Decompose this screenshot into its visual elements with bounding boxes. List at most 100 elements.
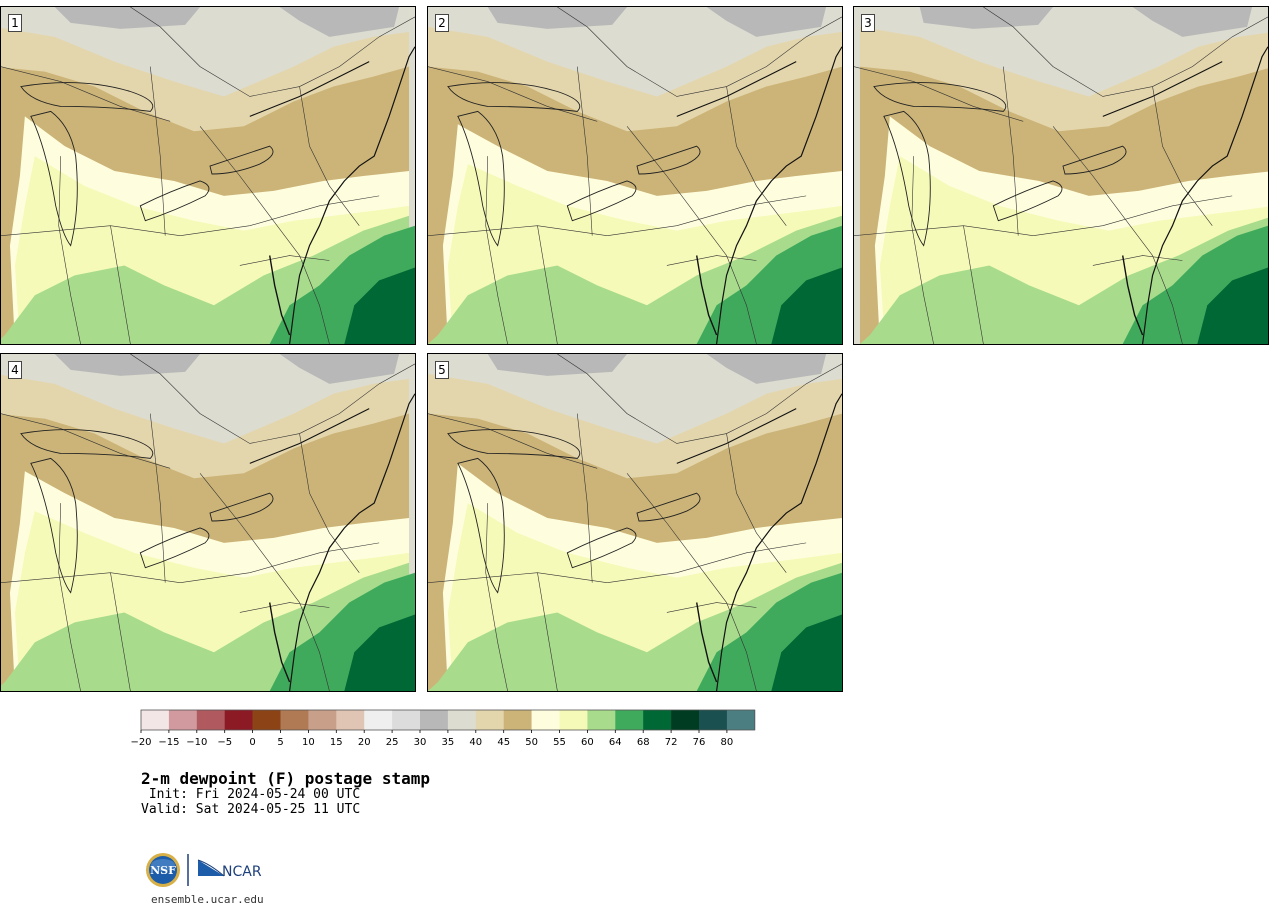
dewpoint-map-4 <box>1 354 415 691</box>
boundary-line <box>626 126 757 344</box>
chesapeake-bay <box>696 255 718 336</box>
colorbar-tick-label-2: −10 <box>186 737 207 748</box>
boundary-line <box>1 225 181 236</box>
boundary-line <box>180 195 380 236</box>
boundary-line <box>199 473 330 691</box>
lake-superior-outline <box>447 82 581 112</box>
dewpoint-map-1 <box>1 7 415 344</box>
boundary-line <box>180 542 380 583</box>
boundary-line <box>666 255 757 266</box>
colorbar-swatch-2 <box>196 710 225 730</box>
lake-superior-outline <box>20 82 154 112</box>
dewpoint-30-area <box>1132 7 1253 37</box>
boundary-line <box>537 225 558 344</box>
dewpoint-68-area <box>771 267 842 344</box>
map-panel-5: 5 <box>427 353 843 692</box>
colorbar-tick-label-21: 80 <box>721 737 734 748</box>
colorbar-tick-label-6: 10 <box>302 737 315 748</box>
dewpoint-map-3 <box>854 7 1268 344</box>
colorbar-swatch-19 <box>671 710 700 730</box>
colorbar-tick-label-12: 40 <box>469 737 482 748</box>
site-url: ensemble.ucar.edu <box>151 893 264 906</box>
nsf-text: NSF <box>150 864 176 877</box>
colorbar-swatch-8 <box>364 710 393 730</box>
chesapeake-bay <box>696 602 718 683</box>
colorbar-swatch-15 <box>559 710 588 730</box>
boundary-line <box>130 7 415 97</box>
boundary-line <box>557 354 842 444</box>
boundary-line <box>1 572 181 583</box>
colorbar-swatch-16 <box>587 710 616 730</box>
coastline <box>289 46 415 344</box>
boundary-line <box>299 86 360 226</box>
boundary-line <box>485 503 508 691</box>
boundary-line <box>1033 195 1233 236</box>
colorbar-swatch-0 <box>141 710 170 730</box>
lake-erie-outline <box>139 180 210 222</box>
dewpoint-30-area <box>706 7 827 37</box>
boundary-line <box>726 86 787 226</box>
colorbar-swatch-4 <box>252 710 281 730</box>
lake-michigan-outline <box>457 457 505 594</box>
lake-ontario-outline <box>1062 145 1127 175</box>
boundary-line <box>854 225 1034 236</box>
chesapeake-bay <box>269 255 291 336</box>
colorbar-swatch-10 <box>420 710 449 730</box>
lake-erie-outline <box>992 180 1063 222</box>
colorbar-tick-label-5: 5 <box>277 737 283 748</box>
map-panel-2: 2 <box>427 6 843 345</box>
panel-label-1: 1 <box>8 14 22 32</box>
boundary-line <box>149 413 166 583</box>
colorbar-tick-label-0: −20 <box>130 737 151 748</box>
colorbar-tick-label-9: 25 <box>386 737 399 748</box>
colorbar-swatch-14 <box>531 710 560 730</box>
st-lawrence-coast <box>676 61 797 117</box>
colorbar-tick-label-17: 64 <box>609 737 622 748</box>
dewpoint-30-area <box>279 7 400 37</box>
lake-erie-outline <box>566 527 637 569</box>
boundary-line <box>149 66 166 236</box>
boundary-line <box>239 255 330 266</box>
lake-michigan-outline <box>30 457 78 594</box>
boundary-line <box>576 413 593 583</box>
dewpoint-map-5 <box>428 354 842 691</box>
colorbar-tick-label-14: 50 <box>525 737 538 748</box>
plot-title: 2-m dewpoint (F) postage stamp <box>141 769 430 788</box>
dewpoint-30-area <box>279 354 400 384</box>
boundary-line <box>666 602 757 613</box>
lake-michigan-outline <box>457 110 505 247</box>
lake-erie-outline <box>139 527 210 569</box>
colorbar-swatch-9 <box>392 710 421 730</box>
boundary-line <box>537 572 558 691</box>
boundary-line <box>1 66 171 122</box>
boundary-line <box>199 126 330 344</box>
boundary-line <box>963 225 984 344</box>
dewpoint-30-area <box>54 354 201 376</box>
panel-label-4: 4 <box>8 361 22 379</box>
dewpoint-30-area <box>487 7 628 29</box>
colorbar-tick-label-16: 60 <box>581 737 594 748</box>
boundary-line <box>428 66 598 122</box>
lake-superior-outline <box>20 429 154 459</box>
lake-superior-outline <box>447 429 581 459</box>
colorbar-swatch-20 <box>699 710 728 730</box>
dewpoint-30-area <box>54 7 201 29</box>
colorbar-tick-label-1: −15 <box>158 737 179 748</box>
dewpoint-map-2 <box>428 7 842 344</box>
boundary-line <box>485 156 508 344</box>
map-panel-1: 1 <box>0 6 416 345</box>
boundary-line <box>58 156 81 344</box>
colorbar-tick-label-3: −5 <box>217 737 232 748</box>
lake-ontario-outline <box>209 492 274 522</box>
lake-ontario-outline <box>636 492 701 522</box>
dewpoint-30-area <box>919 7 1054 29</box>
colorbar-tick-label-8: 20 <box>358 737 371 748</box>
panel-label-5: 5 <box>435 361 449 379</box>
st-lawrence-coast <box>249 408 370 464</box>
colorbar-swatch-3 <box>224 710 253 730</box>
boundary-line <box>58 503 81 691</box>
boundary-line <box>983 7 1268 97</box>
lake-michigan-outline <box>883 110 931 247</box>
init-time: Init: Fri 2024-05-24 00 UTC <box>141 787 361 802</box>
dewpoint-30-area <box>487 354 628 376</box>
